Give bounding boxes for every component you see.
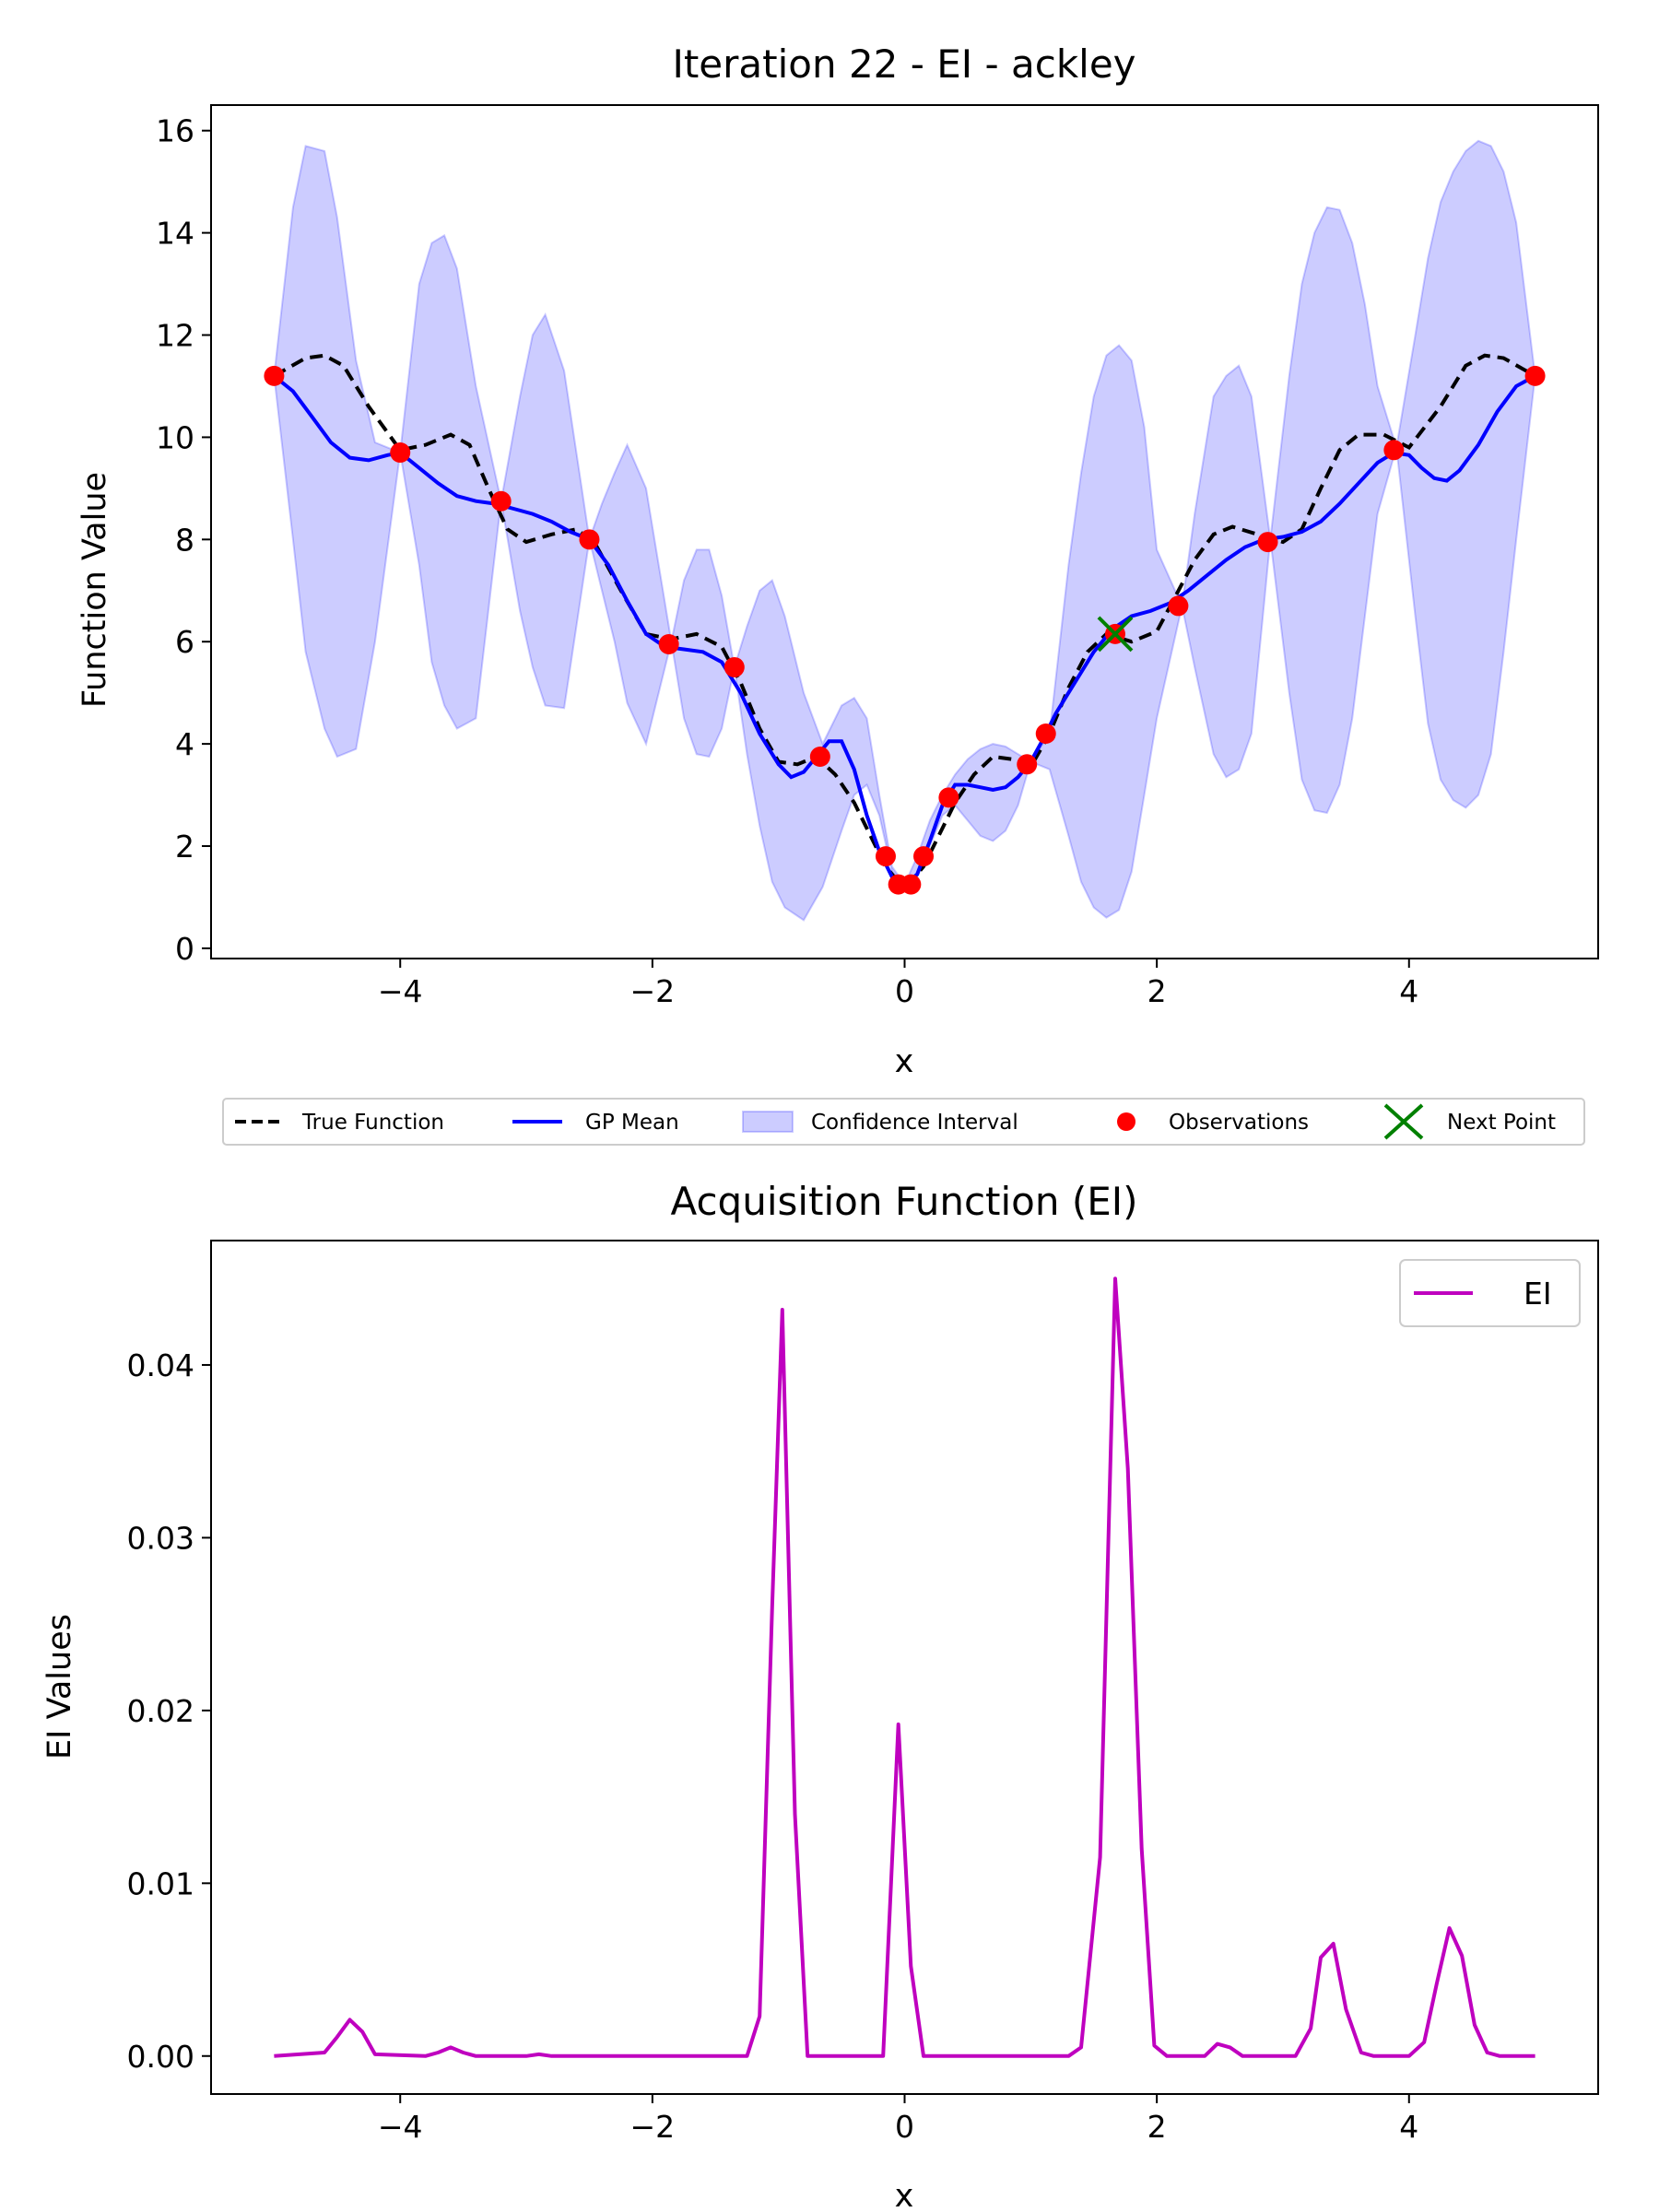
legend-label-true-function: True Function: [301, 1111, 444, 1135]
next-point-marker: [1097, 616, 1134, 653]
legend-label-gp-mean: GP Mean: [585, 1111, 679, 1135]
legend-swatch-confidence-interval: [742, 1111, 794, 1133]
top-x-axis-label: x: [895, 1043, 914, 1080]
top-x-tick-label: 0: [895, 973, 914, 1009]
observation-point: [875, 846, 896, 867]
bottom-x-tick-label: 0: [895, 2109, 914, 2145]
bottom-x-tick-label: 2: [1147, 2109, 1167, 2145]
bottom-y-axis-label: EI Values: [41, 1614, 78, 1759]
observation-point: [913, 846, 935, 867]
bottom-y-tick-label: 0.00: [127, 2039, 194, 2075]
legend-entry-next-point: Next Point: [1383, 1103, 1556, 1140]
top-x-ticks: −4 −2 0 2 4: [378, 959, 1418, 1009]
legend-label-next-point: Next Point: [1447, 1111, 1556, 1135]
top-y-tick-label: 14: [156, 216, 194, 252]
legend-label-confidence-interval: Confidence Interval: [811, 1111, 1018, 1135]
legend-entry-observations: Observations: [1117, 1111, 1309, 1135]
observation-point: [1524, 365, 1546, 386]
top-y-tick-label: 2: [175, 829, 194, 865]
observation-point: [1383, 440, 1405, 461]
observation-point: [1017, 754, 1038, 775]
legend-frame: [222, 1098, 1585, 1146]
top-y-tick-label: 10: [156, 419, 194, 455]
ei-legend-frame: [1399, 1259, 1581, 1327]
bottom-y-tick-label: 0.02: [127, 1693, 194, 1729]
observation-point: [809, 746, 830, 767]
bottom-x-tick-label: −2: [630, 2109, 676, 2145]
top-y-tick-label: 8: [175, 522, 194, 558]
ei-legend-label: EI: [1524, 1276, 1552, 1312]
top-y-axis-label: Function Value: [76, 472, 113, 708]
bottom-x-axis-label: x: [895, 2178, 914, 2212]
observation-point: [900, 874, 922, 895]
bottom-x-tick-label: 4: [1399, 2109, 1418, 2145]
observation-points-layer: [264, 365, 1546, 895]
bottom-y-tick-label: 0.01: [127, 1865, 194, 1901]
top-x-tick-label: −4: [378, 973, 423, 1009]
top-plot-frame: [210, 104, 1599, 959]
ei-line: [274, 1277, 1535, 2058]
function-plot-panel: Iteration 22 - EI - ackley x Function Va…: [76, 41, 1599, 1080]
observation-point: [390, 442, 411, 464]
function-plot-legend: True Function GP Mean Confidence Interva…: [222, 1098, 1585, 1146]
bottom-y-ticks: 0.00 0.01 0.02 0.03 0.04: [127, 1347, 211, 2075]
observation-point: [490, 490, 512, 512]
legend-swatch-observations: [1117, 1112, 1135, 1131]
bottom-chart-title: Acquisition Function (EI): [670, 1179, 1137, 1224]
observation-point: [264, 365, 285, 386]
observation-point: [938, 787, 959, 808]
top-y-ticks: 0 2 4 6 8 10 12 14 16: [156, 113, 211, 967]
observation-point: [724, 656, 745, 677]
bottom-y-tick-label: 0.03: [127, 1520, 194, 1556]
observation-point: [1257, 532, 1278, 553]
ei-line-layer: [274, 1277, 1535, 2058]
observation-point: [1035, 724, 1056, 745]
top-y-tick-label: 16: [156, 113, 194, 149]
observation-point: [579, 529, 600, 550]
bottom-x-ticks: −4 −2 0 2 4: [378, 2094, 1418, 2145]
legend-entry-gp-mean: GP Mean: [512, 1111, 679, 1135]
top-chart-title: Iteration 22 - EI - ackley: [672, 41, 1135, 87]
top-y-tick-label: 12: [156, 318, 194, 354]
bottom-y-tick-label: 0.04: [127, 1347, 194, 1383]
legend-swatch-next-point: [1383, 1103, 1424, 1140]
bottom-plot-frame: [210, 1240, 1599, 2095]
observation-point: [1168, 595, 1189, 617]
legend-entry-confidence-interval: Confidence Interval: [742, 1111, 1018, 1135]
ei-legend: EI: [1399, 1259, 1581, 1327]
legend-label-observations: Observations: [1169, 1111, 1309, 1135]
legend-entry-true-function: True Function: [235, 1111, 444, 1135]
top-x-tick-label: 4: [1399, 973, 1418, 1009]
top-x-tick-label: 2: [1147, 973, 1167, 1009]
top-y-tick-label: 0: [175, 931, 194, 967]
bottom-x-tick-label: −4: [378, 2109, 423, 2145]
acquisition-plot-panel: Acquisition Function (EI) x EI Values −4…: [41, 1179, 1599, 2212]
observation-point: [658, 633, 679, 654]
top-y-tick-label: 4: [175, 726, 194, 762]
top-x-tick-label: −2: [630, 973, 676, 1009]
top-y-tick-label: 6: [175, 624, 194, 660]
